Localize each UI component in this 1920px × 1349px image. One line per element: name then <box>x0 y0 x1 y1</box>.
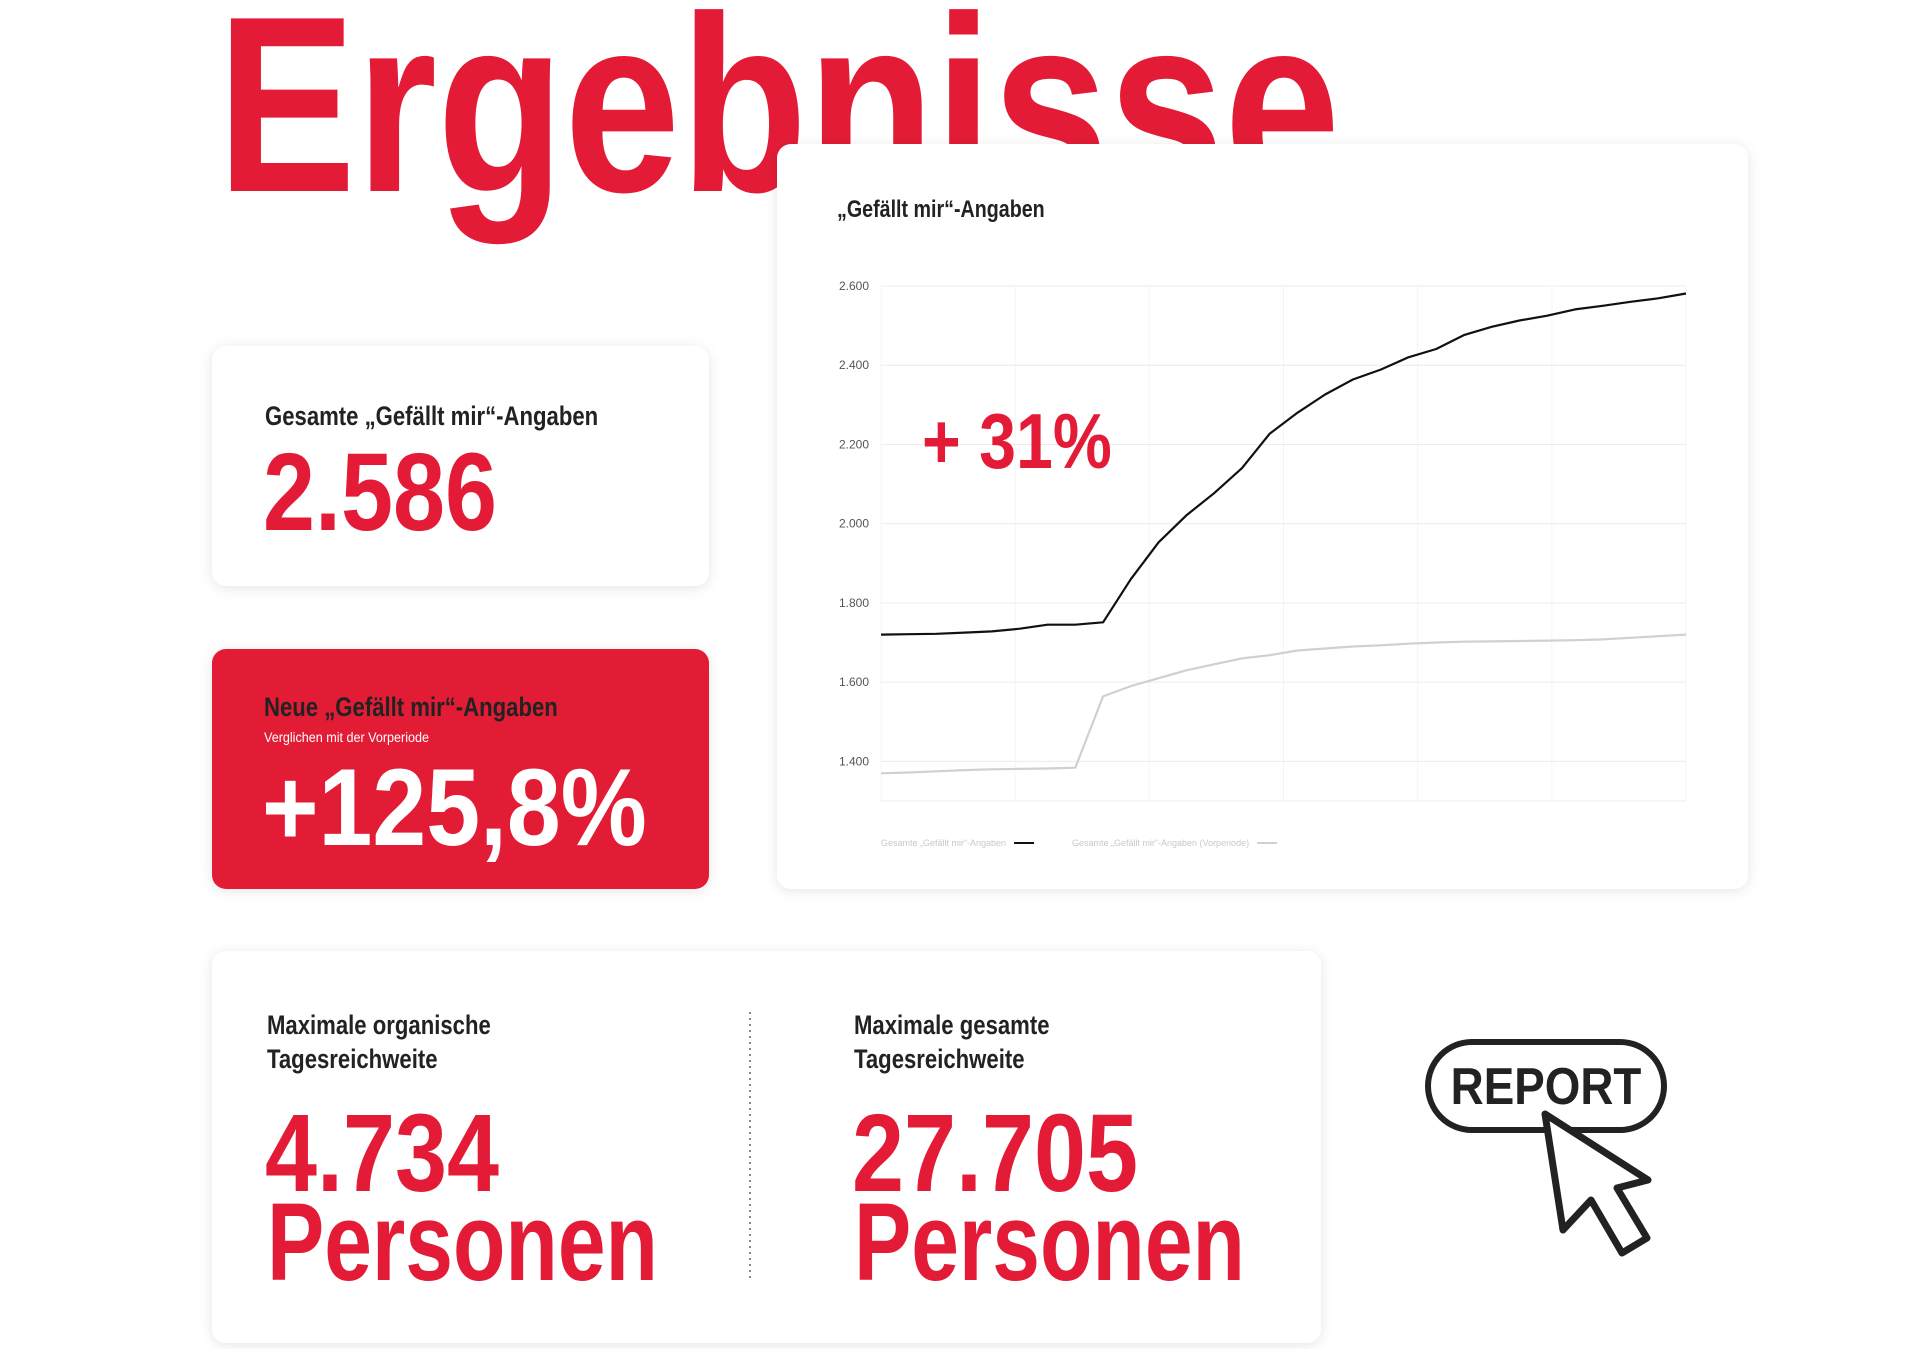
card-label: Neue „Gefällt mir“-Angaben <box>264 693 558 723</box>
card-value: 2.586 <box>263 431 497 554</box>
y-tick-label: 2.400 <box>839 358 869 372</box>
chart-annotation: + 31% <box>922 398 1112 485</box>
legend-label: Gesamte „Gefällt mir“-Angaben <box>881 838 1006 848</box>
card-subtitle: Verglichen mit der Vorperiode <box>264 729 429 745</box>
legend-label: Gesamte „Gefällt mir“-Angaben (Vorperiod… <box>1072 838 1249 848</box>
y-tick-label: 2.000 <box>839 517 869 531</box>
card-label: Gesamte „Gefällt mir“-Angaben <box>265 402 598 432</box>
reach-stats: Maximale organischeTagesreichweite4.734P… <box>265 1011 1245 1303</box>
card-highlight <box>212 649 709 889</box>
chart: 1.400 1.600 1.800 2.000 2.200 2.400 2.600 Gesam… <box>839 279 1687 848</box>
stat-unit: Personen <box>267 1181 658 1304</box>
card-value: +125,8% <box>262 745 647 868</box>
cursor-icon <box>1541 1110 1652 1257</box>
card <box>212 951 1321 1343</box>
stat-label: Tagesreichweite <box>854 1045 1025 1075</box>
stat-unit: Personen <box>854 1181 1245 1304</box>
report-label[interactable]: REPORT <box>1451 1058 1642 1115</box>
series-line <box>880 292 1687 636</box>
chart-title: „Gefällt mir“-Angaben <box>837 195 1045 222</box>
y-tick-label: 1.600 <box>839 675 869 689</box>
stat-value: 4.734 <box>265 1092 499 1215</box>
chart-card <box>777 144 1748 889</box>
y-tick-label: 2.200 <box>839 437 869 451</box>
y-tick-label: 2.600 <box>839 279 869 293</box>
y-tick-label: 1.800 <box>839 596 869 610</box>
stat-label: Maximale gesamte <box>854 1011 1050 1041</box>
stat-value: 27.705 <box>852 1092 1138 1215</box>
y-tick-label: 1.400 <box>839 754 869 768</box>
series-line <box>880 633 1687 775</box>
stat-label: Maximale organische <box>267 1011 491 1041</box>
card <box>212 346 709 586</box>
stat-label: Tagesreichweite <box>267 1045 438 1075</box>
